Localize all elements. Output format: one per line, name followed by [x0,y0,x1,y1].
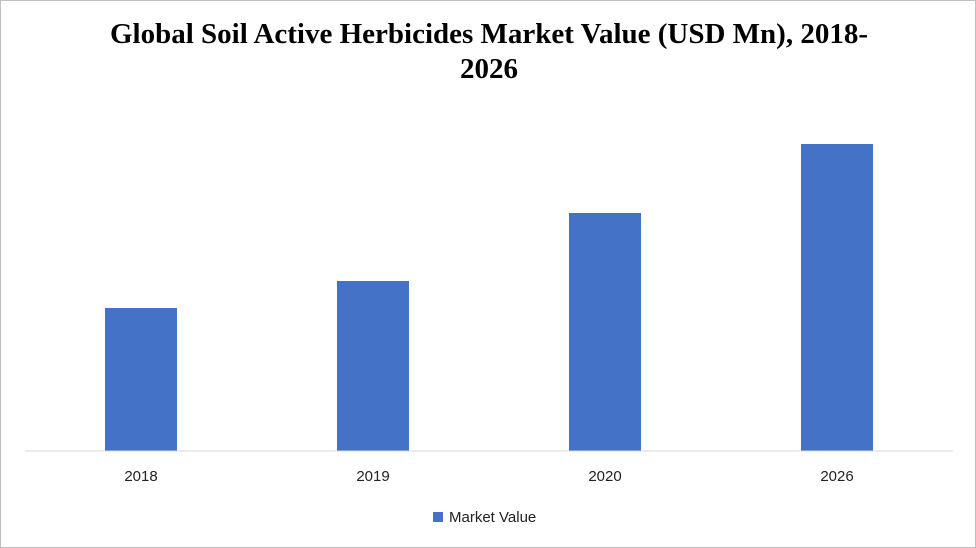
bar [337,281,409,451]
bar [801,144,873,451]
x-tick-label: 2018 [124,468,157,485]
legend-label: Market Value [449,509,536,526]
bar [569,213,641,451]
legend-swatch [433,512,443,522]
chart-title: Global Soil Active Herbicides Market Val… [110,18,868,85]
x-tick-label: 2019 [356,468,389,485]
x-tick-label: 2026 [820,468,853,485]
x-tick-label: 2020 [588,468,621,485]
bar [105,308,177,451]
